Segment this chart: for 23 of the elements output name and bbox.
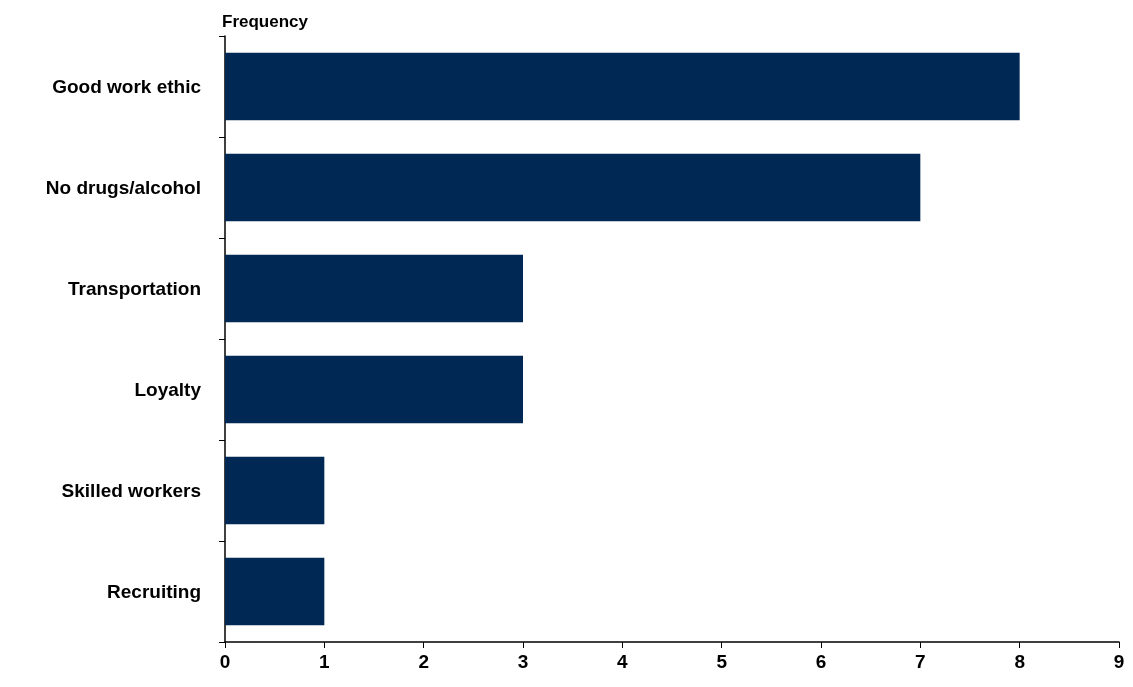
x-tick-label: 4: [617, 651, 629, 672]
bar: [225, 456, 325, 525]
y-tick-label: Loyalty: [134, 379, 202, 400]
x-tick-label: 3: [517, 651, 529, 672]
x-tick-label: 7: [915, 651, 926, 672]
x-tick-label: 0: [219, 651, 231, 672]
y-tick-label: Recruiting: [107, 581, 201, 602]
bar: [225, 153, 921, 222]
y-tick-label: Good work ethic: [52, 76, 202, 97]
bar: [225, 254, 523, 323]
x-tick-label: 1: [319, 651, 331, 672]
x-tick-label: 2: [418, 651, 429, 672]
y-tick-label: Transportation: [67, 278, 201, 299]
x-tick-label: 8: [1014, 651, 1025, 672]
x-axis-title: Frequency: [222, 12, 309, 31]
bar: [225, 355, 523, 424]
x-tick-label: 9: [1113, 651, 1125, 672]
x-tick-label: 6: [815, 651, 827, 672]
y-tick-label: Skilled workers: [61, 480, 201, 501]
x-tick-label: 5: [716, 651, 728, 672]
bar: [225, 52, 1020, 121]
bar: [225, 557, 325, 626]
y-tick-label: No drugs/alcohol: [45, 177, 201, 198]
